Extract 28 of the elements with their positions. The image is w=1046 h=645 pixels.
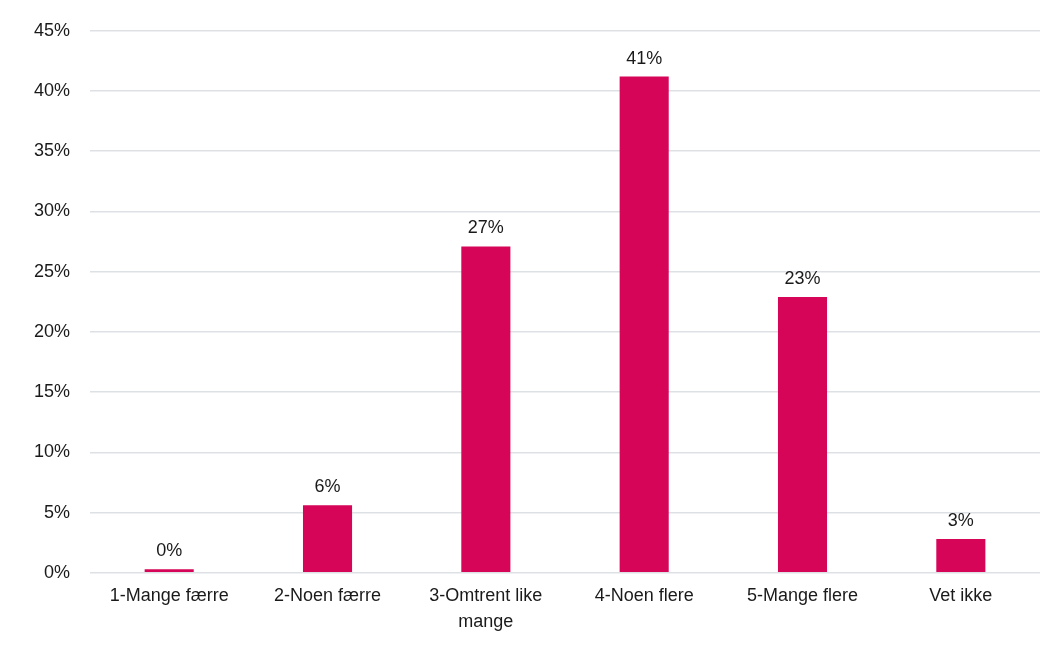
data-label: 0% <box>156 540 183 561</box>
y-tick-label: 30% <box>34 200 71 221</box>
x-tick-label: 5-Mange flere <box>746 584 859 605</box>
y-tick-label: 20% <box>34 320 71 341</box>
y-tick-label: 10% <box>34 441 71 462</box>
data-label: 27% <box>467 217 504 238</box>
x-tick-label: Vet ikke <box>929 584 993 605</box>
data-label: 23% <box>784 267 821 288</box>
data-label: 41% <box>626 47 663 68</box>
y-tick-label: 35% <box>34 140 71 161</box>
y-tick-label: 15% <box>34 381 71 402</box>
bar <box>302 505 353 573</box>
data-label: 6% <box>314 476 341 497</box>
x-tick-label: 1-Mange færre <box>109 584 229 605</box>
bar <box>777 296 828 573</box>
y-tick-label: 40% <box>34 79 71 100</box>
y-tick-label: 5% <box>44 501 71 522</box>
data-label: 3% <box>947 510 974 531</box>
bar <box>144 569 194 573</box>
y-tick-label: 45% <box>34 19 71 40</box>
x-tick-label: 2-Noen færre <box>274 584 382 605</box>
bar <box>936 539 986 573</box>
x-tick-label: 4-Noen flere <box>594 584 694 605</box>
bar <box>619 76 669 573</box>
x-tick-label: 3-Omtrent like mange <box>429 584 543 631</box>
y-tick-label: 25% <box>34 260 71 281</box>
bar <box>461 246 511 573</box>
y-tick-label: 0% <box>44 561 71 582</box>
